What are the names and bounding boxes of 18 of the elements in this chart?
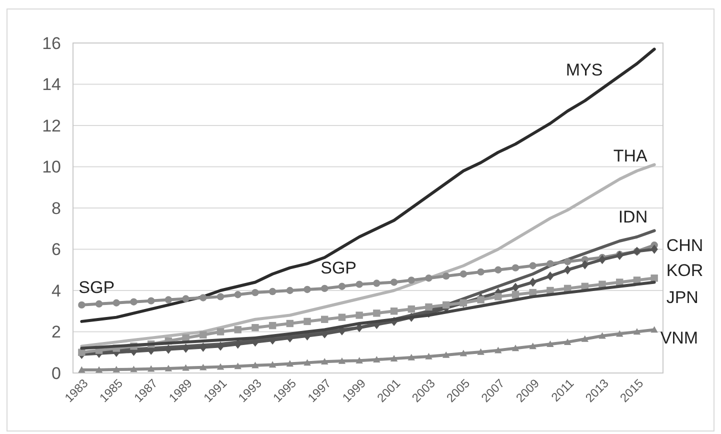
series-label: IDN: [618, 208, 648, 227]
series-label: MYS: [566, 60, 603, 80]
y-tick-label: 6: [52, 240, 61, 260]
series-label: JPN: [666, 288, 698, 308]
series-label: VNM: [660, 328, 698, 348]
y-tick-label: 2: [52, 322, 61, 342]
series-label: CHN: [666, 236, 704, 256]
series-label: KOR: [666, 261, 704, 280]
y-tick-label: 16: [42, 34, 61, 53]
y-tick-label: 4: [52, 281, 61, 300]
y-tick-label: 10: [42, 158, 61, 177]
y-tick-label: 8: [52, 198, 61, 218]
y-tick-label: 14: [42, 75, 61, 94]
series-label: THA: [613, 146, 648, 166]
y-tick-label: 12: [42, 116, 61, 136]
text: SGP: [320, 258, 357, 278]
y-tick-label: 0: [52, 364, 61, 383]
series-label: SGP: [78, 278, 115, 297]
